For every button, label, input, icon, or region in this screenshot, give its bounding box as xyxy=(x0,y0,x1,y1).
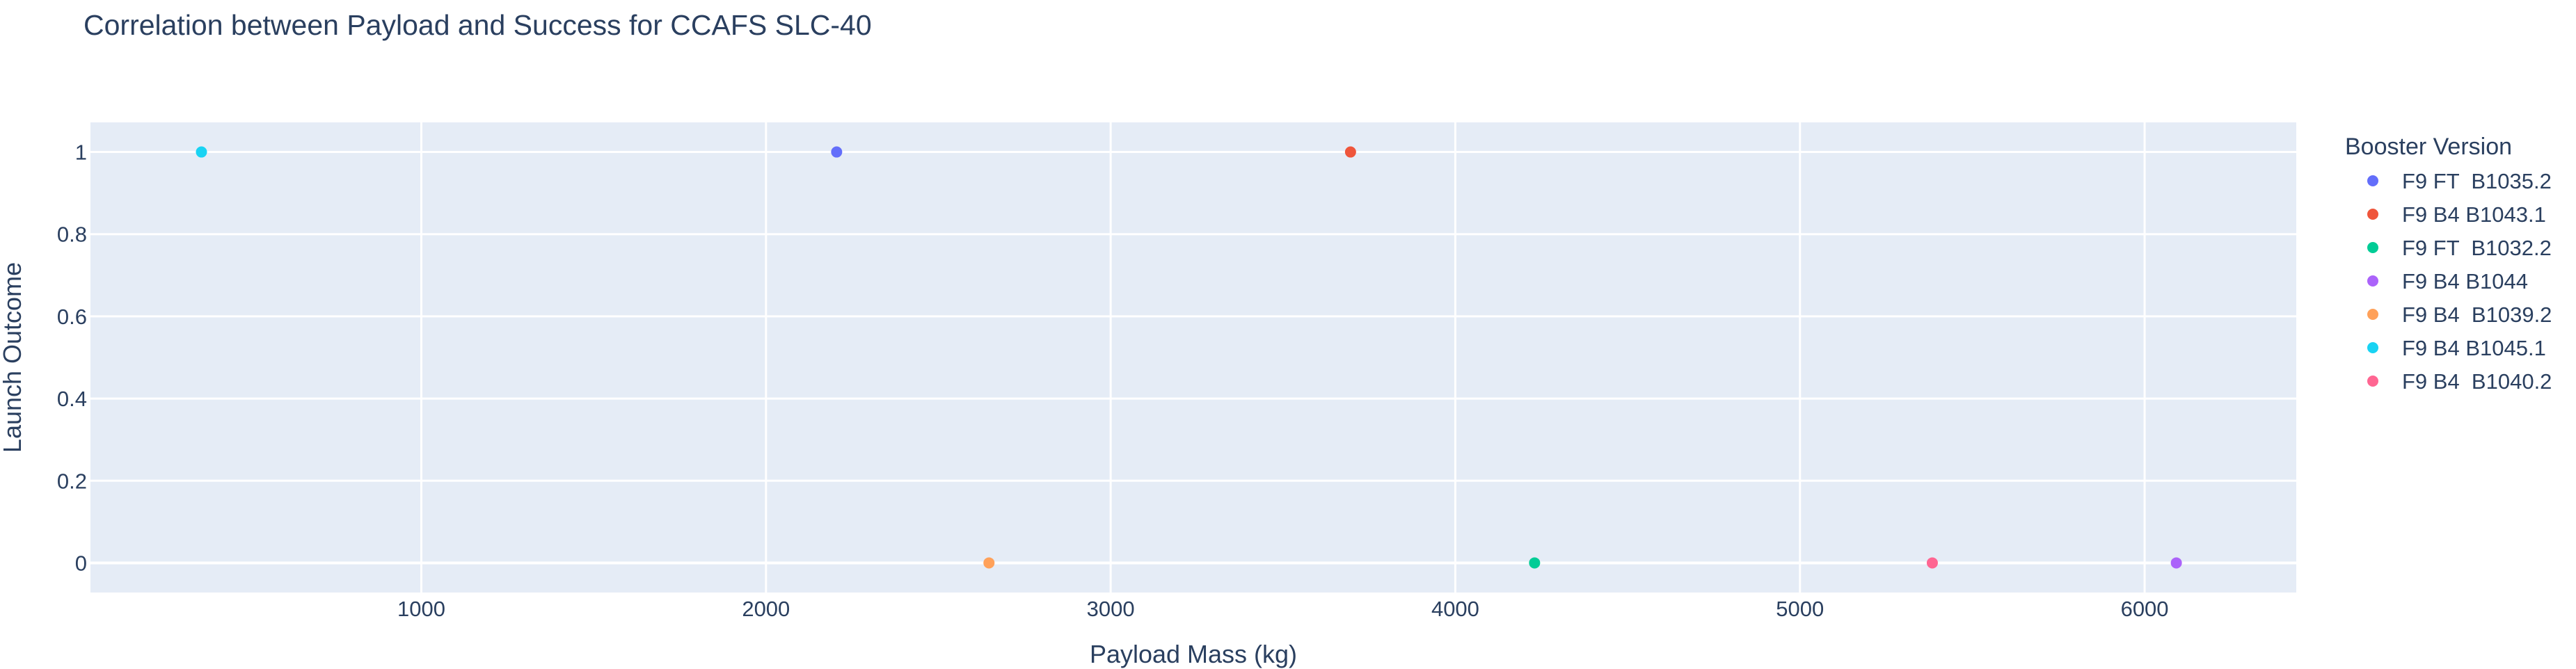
y-tick-label: 0.8 xyxy=(57,223,87,247)
x-axis-ticks: 1000 2000 3000 4000 5000 6000 xyxy=(397,597,2169,621)
x-axis-title: Payload Mass (kg) xyxy=(1090,640,1297,668)
legend-marker xyxy=(2367,242,2378,253)
y-tick-label: 0.2 xyxy=(57,469,87,493)
data-point[interactable] xyxy=(1529,557,1541,569)
legend-marker xyxy=(2367,175,2378,186)
data-point[interactable] xyxy=(1344,146,1356,158)
data-point[interactable] xyxy=(831,146,843,158)
legend-label[interactable]: F9 FT B1032.2 xyxy=(2402,236,2552,260)
legend: Booster Version F9 FT B1035.2 F9 B4 B1043… xyxy=(2345,134,2552,394)
legend-marker xyxy=(2367,342,2378,353)
legend-marker xyxy=(2367,376,2378,387)
data-point[interactable] xyxy=(1926,557,1938,569)
x-tick-label: 1000 xyxy=(397,597,445,621)
legend-marker xyxy=(2367,309,2378,320)
y-tick-label: 0.6 xyxy=(57,305,87,329)
plot-area xyxy=(90,122,2296,593)
chart-title: Correlation between Payload and Success … xyxy=(84,9,872,41)
legend-label[interactable]: F9 B4 B1043.1 xyxy=(2402,202,2546,227)
y-axis-title: Launch Outcome xyxy=(0,262,26,453)
legend-label[interactable]: F9 B4 B1040.2 xyxy=(2402,369,2552,394)
legend-items: F9 FT B1035.2 F9 B4 B1043.1 F9 FT B1032.2 F… xyxy=(2367,169,2552,394)
legend-marker xyxy=(2367,275,2378,287)
legend-label[interactable]: F9 B4 B1045.1 xyxy=(2402,336,2546,360)
x-tick-label: 5000 xyxy=(1776,597,1824,621)
x-tick-label: 3000 xyxy=(1087,597,1135,621)
y-tick-label: 0.4 xyxy=(57,387,87,411)
legend-label[interactable]: F9 B4 B1039.2 xyxy=(2402,303,2552,327)
x-tick-label: 6000 xyxy=(2121,597,2169,621)
x-tick-label: 4000 xyxy=(1431,597,1479,621)
x-tick-label: 2000 xyxy=(742,597,790,621)
legend-label[interactable]: F9 B4 B1044 xyxy=(2402,269,2528,293)
y-tick-label: 1 xyxy=(75,140,87,165)
data-point[interactable] xyxy=(2170,557,2182,569)
legend-title: Booster Version xyxy=(2345,134,2512,160)
y-axis-ticks: 0 0.2 0.4 0.6 0.8 1 xyxy=(57,140,87,576)
legend-marker xyxy=(2367,209,2378,220)
data-point[interactable] xyxy=(983,557,995,569)
y-tick-label: 0 xyxy=(75,551,87,575)
data-points xyxy=(196,146,2182,569)
data-point[interactable] xyxy=(196,146,207,158)
legend-label[interactable]: F9 FT B1035.2 xyxy=(2402,169,2552,193)
